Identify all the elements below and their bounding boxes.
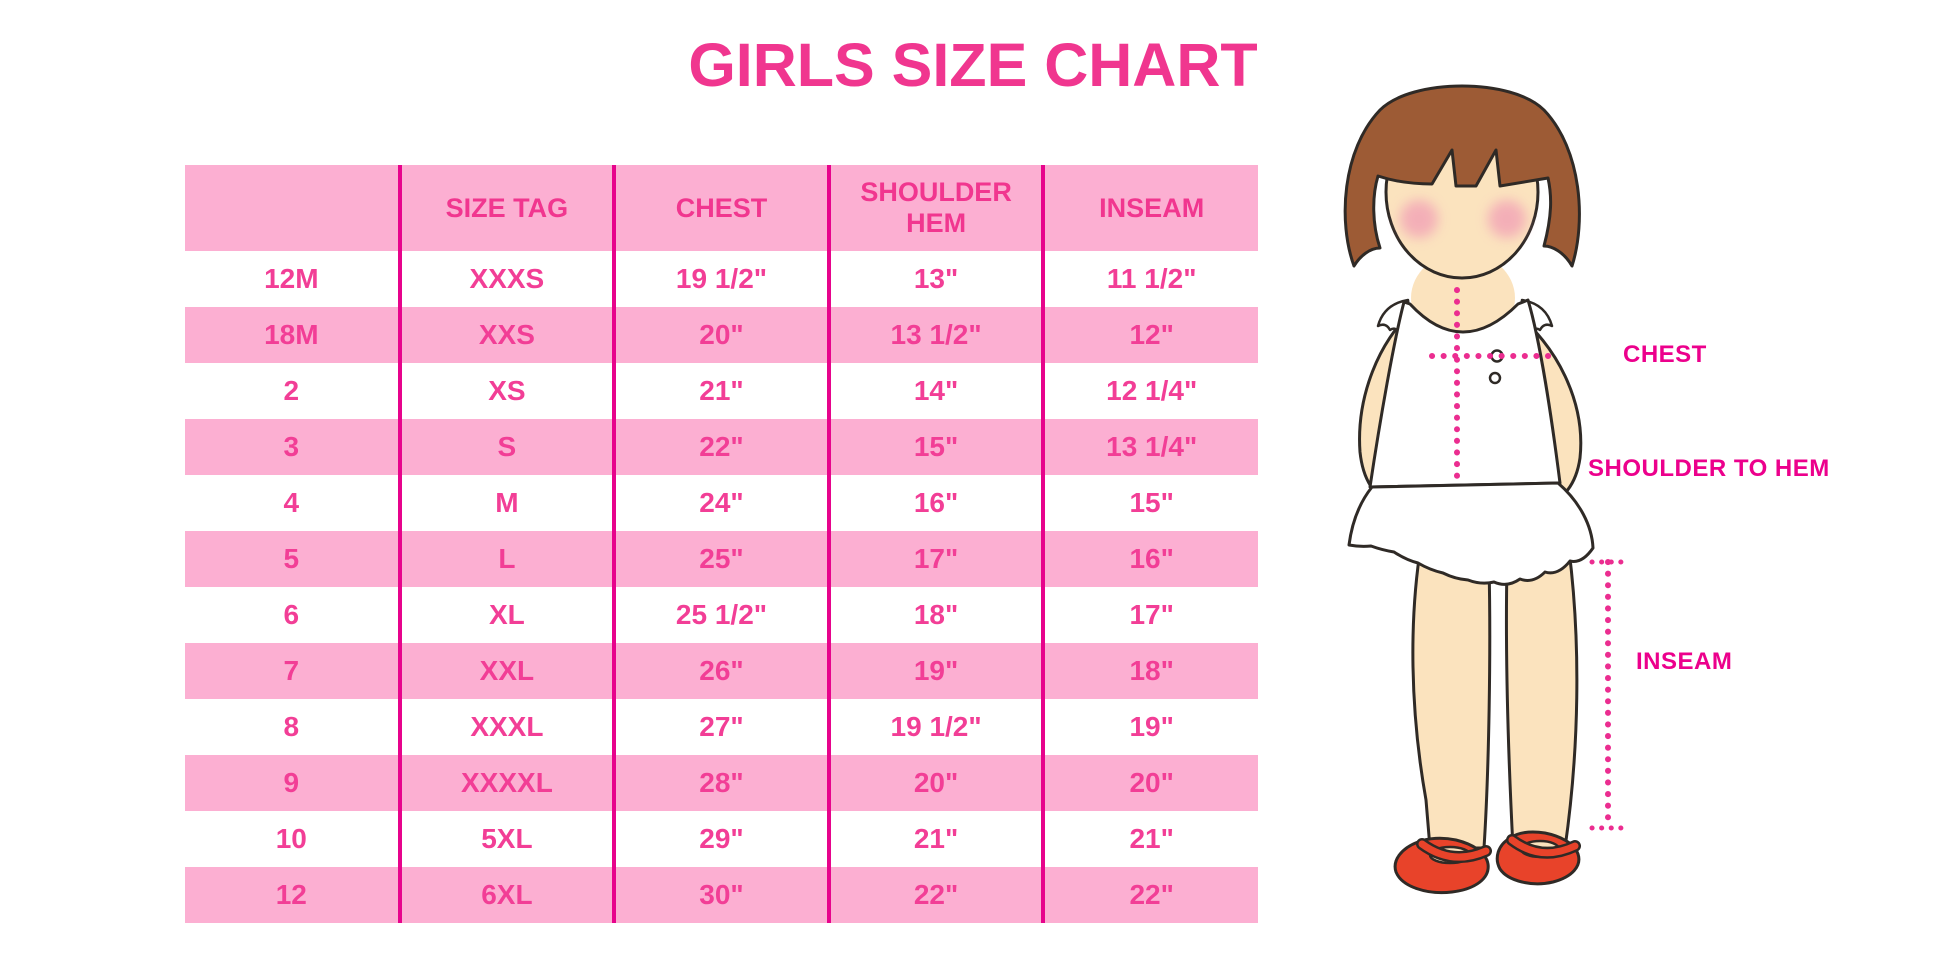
shoulder-to-hem-label: SHOULDER TO HEM (1588, 455, 1830, 482)
table-row: 18M XXS 20" 13 1/2" 12" (185, 307, 1258, 363)
table-cell: M (397, 475, 615, 531)
inseam-label: INSEAM (1636, 648, 1733, 675)
table-row: 6 XL 25 1/2" 18" 17" (185, 587, 1258, 643)
table-cell: 30" (612, 867, 829, 923)
table-cell: 22" (826, 867, 1044, 923)
table-cell: 6XL (397, 867, 615, 923)
table-cell: 19 1/2" (826, 699, 1044, 755)
table-row: 3 S 22" 15" 13 1/4" (185, 419, 1258, 475)
table-cell: 21" (612, 363, 829, 419)
table-cell: XL (397, 587, 615, 643)
table-cell: XXL (397, 643, 615, 699)
table-cell: 15" (826, 419, 1044, 475)
size-table-body: 12M XXXS 19 1/2" 13" 11 1/2" 18M XXS 20" 13 1/2"… (185, 251, 1258, 923)
right-leg (1504, 548, 1579, 850)
ruffled-skirt (1347, 481, 1595, 586)
table-cell: L (397, 531, 615, 587)
table-cell: 29" (612, 811, 829, 867)
left-shoe-strap (1418, 840, 1490, 861)
table-cell: 21" (1041, 811, 1258, 867)
size-table: SIZE TAG CHEST SHOULDER HEM INSEAM 12M XXXS 1… (185, 165, 1258, 923)
table-cell: 25" (612, 531, 829, 587)
table-cell: XXS (397, 307, 615, 363)
table-row: 7 XXL 26" 19" 18" (185, 643, 1258, 699)
table-cell: 17" (826, 531, 1044, 587)
right-cheek (1488, 200, 1526, 238)
table-cell: 28" (612, 755, 829, 811)
table-cell: 7 (185, 643, 400, 699)
table-cell: 22" (612, 419, 829, 475)
table-cell: 13 1/4" (1041, 419, 1258, 475)
table-cell: XXXL (397, 699, 615, 755)
girl-illustration (1343, 84, 1627, 895)
table-cell: 5XL (397, 811, 615, 867)
table-cell: 6 (185, 587, 400, 643)
table-cell: 17" (1041, 587, 1258, 643)
top-bodice (1368, 298, 1562, 489)
table-cell: 18" (826, 587, 1044, 643)
right-shoe-strap (1508, 836, 1579, 857)
header-cell: SHOULDER HEM (826, 165, 1044, 251)
table-row: 4 M 24" 16" 15" (185, 475, 1258, 531)
header-cell (185, 165, 400, 251)
table-cell: XS (397, 363, 615, 419)
table-cell: 21" (826, 811, 1044, 867)
table-cell: 19" (826, 643, 1044, 699)
table-cell: 19 1/2" (612, 251, 829, 307)
button-bottom (1488, 371, 1502, 385)
table-cell: 24" (612, 475, 829, 531)
table-row: 9 XXXXL 28" 20" 20" (185, 755, 1258, 811)
table-cell: 18" (1041, 643, 1258, 699)
table-cell: 3 (185, 419, 400, 475)
table-cell: 16" (1041, 531, 1258, 587)
table-row: 2 XS 21" 14" 12 1/4" (185, 363, 1258, 419)
table-cell: 20" (1041, 755, 1258, 811)
table-cell: XXXS (397, 251, 615, 307)
table-cell: 20" (612, 307, 829, 363)
table-cell: 12M (185, 251, 400, 307)
table-cell: 11 1/2" (1041, 251, 1258, 307)
table-cell: 2 (185, 363, 400, 419)
size-table-header-row: SIZE TAG CHEST SHOULDER HEM INSEAM (185, 165, 1258, 251)
table-cell: 12 (185, 867, 400, 923)
page-title: GIRLS SIZE CHART (688, 31, 1258, 99)
chest-label: CHEST (1623, 341, 1707, 368)
header-cell: CHEST (612, 165, 829, 251)
table-cell: S (397, 419, 615, 475)
left-cheek (1400, 200, 1438, 238)
neck-skin (1411, 252, 1515, 344)
table-cell: 12" (1041, 307, 1258, 363)
table-cell: 19" (1041, 699, 1258, 755)
table-row: 8 XXXL 27" 19 1/2" 19" (185, 699, 1258, 755)
table-cell: 26" (612, 643, 829, 699)
table-cell: 10 (185, 811, 400, 867)
table-cell: 27" (612, 699, 829, 755)
table-cell: 5 (185, 531, 400, 587)
table-cell: 16" (826, 475, 1044, 531)
left-leg (1411, 543, 1492, 850)
table-cell: 4 (185, 475, 400, 531)
table-row: 10 5XL 29" 21" 21" (185, 811, 1258, 867)
table-cell: 13 1/2" (826, 307, 1044, 363)
table-cell: 12 1/4" (1041, 363, 1258, 419)
table-cell: 18M (185, 307, 400, 363)
table-cell: 9 (185, 755, 400, 811)
table-row: 12 6XL 30" 22" 22" (185, 867, 1258, 923)
header-cell: SIZE TAG (397, 165, 615, 251)
table-row: 12M XXXS 19 1/2" 13" 11 1/2" (185, 251, 1258, 307)
table-cell: XXXXL (397, 755, 615, 811)
size-table-head: SIZE TAG CHEST SHOULDER HEM INSEAM (185, 165, 1258, 251)
hair (1343, 84, 1581, 268)
table-cell: 20" (826, 755, 1044, 811)
table-cell: 22" (1041, 867, 1258, 923)
table-cell: 14" (826, 363, 1044, 419)
table-cell: 8 (185, 699, 400, 755)
table-cell: 15" (1041, 475, 1258, 531)
left-shoe (1393, 836, 1490, 895)
table-cell: 25 1/2" (612, 587, 829, 643)
table-cell: 13" (826, 251, 1044, 307)
table-row: 5 L 25" 17" 16" (185, 531, 1258, 587)
header-cell: INSEAM (1041, 165, 1258, 251)
